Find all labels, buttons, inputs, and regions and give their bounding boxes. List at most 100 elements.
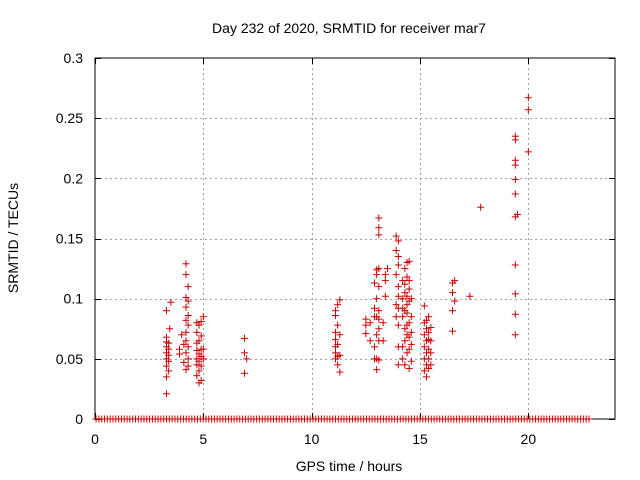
- data-point: [381, 292, 389, 300]
- data-point: [366, 319, 374, 327]
- data-point: [193, 346, 201, 354]
- data-point: [399, 277, 407, 285]
- data-point: [184, 321, 192, 329]
- data-point: [403, 301, 411, 309]
- data-point: [375, 265, 383, 273]
- data-point: [399, 355, 407, 363]
- data-point: [401, 289, 409, 297]
- data-point: [375, 231, 383, 239]
- data-point: [193, 361, 201, 369]
- gridlines: [95, 58, 615, 419]
- data-point: [243, 355, 251, 363]
- data-point: [375, 356, 383, 364]
- data-point: [394, 321, 402, 329]
- data-point: [511, 310, 519, 318]
- data-point: [182, 271, 190, 279]
- data-point: [199, 345, 207, 353]
- data-point: [449, 307, 456, 315]
- data-point: [375, 315, 383, 323]
- data-point: [195, 337, 203, 345]
- data-point: [197, 318, 205, 326]
- data-point: [184, 362, 192, 370]
- data-point: [332, 336, 339, 344]
- data-point: [392, 313, 400, 321]
- y-tick-label: 0.05: [56, 351, 83, 367]
- data-point: [384, 265, 391, 273]
- data-point: [401, 325, 409, 333]
- data-point: [167, 298, 175, 306]
- data-point: [336, 331, 344, 339]
- data-point: [511, 176, 519, 184]
- data-point: [184, 312, 192, 320]
- data-point: [407, 328, 415, 336]
- data-point: [405, 319, 413, 327]
- data-point: [193, 372, 201, 380]
- data-point: [451, 297, 459, 305]
- data-point: [511, 261, 519, 269]
- data-point: [511, 331, 519, 339]
- data-point: [371, 343, 378, 351]
- data-point: [182, 293, 190, 301]
- data-point: [336, 368, 344, 376]
- data-point: [420, 302, 428, 310]
- data-point: [403, 349, 411, 357]
- data-point: [405, 257, 413, 265]
- data-point: [423, 316, 430, 324]
- data-point: [379, 337, 387, 345]
- data-point: [165, 367, 173, 375]
- data-point: [197, 362, 205, 370]
- data-point: [477, 203, 485, 211]
- data-point: [420, 343, 428, 351]
- data-point: [180, 340, 188, 348]
- data-point: [423, 373, 430, 381]
- data-point: [362, 321, 370, 329]
- data-point: [401, 265, 409, 273]
- data-point: [371, 279, 378, 287]
- data-point: [585, 415, 593, 423]
- y-tick-label: 0.25: [56, 110, 83, 126]
- data-point: [163, 390, 170, 398]
- data-point: [405, 345, 413, 353]
- data-point: [427, 361, 435, 369]
- data-point: [334, 361, 342, 369]
- y-tick-label: 0: [75, 411, 83, 427]
- x-tick-label: 15: [412, 431, 428, 447]
- data-point: [373, 331, 381, 339]
- data-point: [195, 367, 203, 375]
- data-point: [332, 328, 339, 336]
- data-point: [178, 331, 186, 339]
- data-point: [182, 303, 190, 311]
- data-point: [405, 285, 413, 293]
- data-point: [332, 307, 339, 315]
- data-point: [405, 333, 413, 341]
- data-point: [241, 349, 248, 357]
- data-point: [184, 355, 192, 363]
- data-point: [511, 190, 519, 198]
- data-point: [165, 357, 173, 365]
- data-point: [373, 295, 381, 303]
- data-point: [405, 277, 413, 285]
- data-point: [163, 333, 170, 341]
- data-point: [511, 156, 519, 164]
- data-point: [524, 94, 532, 102]
- data-point: [399, 343, 407, 351]
- data-point: [423, 325, 430, 333]
- data-point: [425, 355, 433, 363]
- data-point: [394, 237, 402, 245]
- data-point: [182, 349, 190, 357]
- data-point: [392, 301, 400, 309]
- data-point: [407, 295, 415, 303]
- data-point: [375, 307, 383, 315]
- data-point: [366, 337, 374, 345]
- data-point: [394, 361, 402, 369]
- data-point: [193, 328, 201, 336]
- data-point: [375, 214, 383, 222]
- data-point: [427, 324, 435, 332]
- data-point: [392, 247, 400, 255]
- y-tick-label: 0.2: [64, 170, 84, 186]
- data-point: [449, 289, 456, 297]
- data-point: [420, 367, 428, 375]
- data-point: [405, 364, 413, 372]
- y-tick-label: 0.3: [64, 50, 84, 66]
